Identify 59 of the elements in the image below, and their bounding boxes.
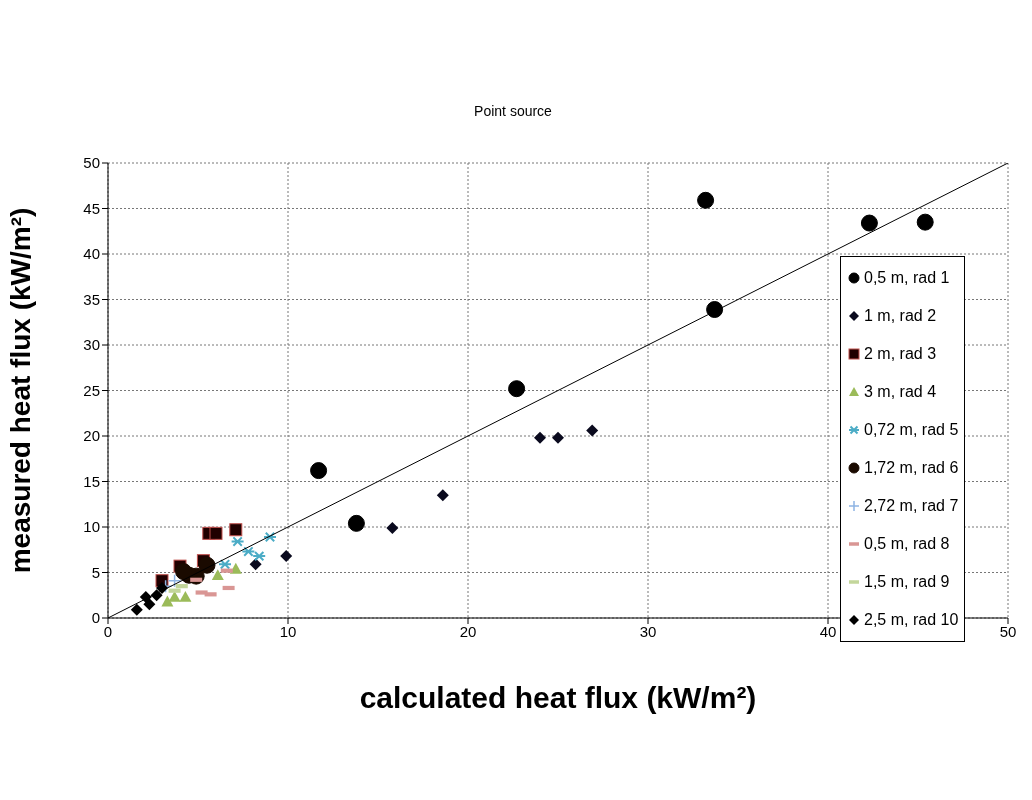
point bbox=[175, 563, 193, 581]
point bbox=[230, 536, 245, 547]
point bbox=[209, 526, 223, 540]
y-axis-title: measured heat flux (kW/m²) bbox=[4, 207, 36, 574]
point bbox=[249, 558, 262, 571]
point bbox=[347, 514, 365, 532]
point bbox=[697, 191, 715, 209]
y-tick-label: 15 bbox=[83, 472, 100, 490]
y-tick-label: 20 bbox=[83, 427, 100, 445]
x-tick-label: 40 bbox=[819, 622, 837, 640]
point bbox=[229, 523, 243, 537]
x-axis-title: calculated heat flux (kW/m²) bbox=[359, 681, 757, 714]
y-tick-label: 40 bbox=[83, 245, 100, 263]
point bbox=[436, 489, 449, 502]
y-tick-label: 30 bbox=[83, 336, 100, 354]
point bbox=[586, 424, 599, 437]
point bbox=[241, 546, 256, 557]
y-tick-label: 25 bbox=[83, 381, 100, 399]
point bbox=[167, 573, 182, 588]
point bbox=[534, 431, 546, 444]
legend-label: 1 m, rad 2 bbox=[864, 307, 937, 325]
point bbox=[706, 301, 724, 319]
point bbox=[218, 559, 232, 570]
point bbox=[552, 431, 564, 444]
legend-label: 1,5 m, rad 9 bbox=[864, 573, 950, 591]
x-tick-label: 50 bbox=[999, 622, 1017, 640]
point bbox=[168, 591, 181, 602]
point bbox=[252, 550, 267, 562]
point bbox=[280, 550, 293, 563]
point bbox=[179, 591, 192, 602]
chart-title: Point source bbox=[473, 103, 553, 119]
x-tick-label: 20 bbox=[459, 622, 477, 640]
x-tick-label: 10 bbox=[279, 622, 297, 640]
legend-label: 2,72 m, rad 7 bbox=[864, 497, 959, 515]
y-tick-label: 50 bbox=[83, 154, 100, 172]
point bbox=[130, 603, 143, 616]
legend-label: 0,72 m, rad 5 bbox=[864, 421, 959, 439]
legend-label: 1,72 m, rad 6 bbox=[864, 459, 959, 477]
point bbox=[161, 595, 174, 607]
y-tick-label: 45 bbox=[83, 199, 100, 217]
x-tick-label: 0 bbox=[103, 622, 113, 640]
point bbox=[211, 569, 224, 581]
point bbox=[916, 213, 934, 231]
legend-label: 0,5 m, rad 8 bbox=[864, 535, 950, 553]
point bbox=[508, 380, 526, 398]
legend-label: 3 m, rad 4 bbox=[864, 383, 937, 401]
point bbox=[263, 531, 277, 543]
legend-label: 2 m, rad 3 bbox=[864, 345, 937, 363]
x-tick-label: 30 bbox=[639, 622, 657, 640]
point bbox=[310, 462, 328, 480]
point bbox=[386, 521, 399, 534]
point bbox=[860, 214, 878, 232]
y-tick-label: 35 bbox=[83, 290, 100, 308]
legend-label: 2,5 m, rad 10 bbox=[864, 611, 959, 629]
y-tick-label: 5 bbox=[91, 563, 100, 581]
y-tick-label: 0 bbox=[91, 609, 100, 627]
point bbox=[229, 562, 242, 574]
y-tick-label: 10 bbox=[83, 518, 100, 536]
legend-label: 0,5 m, rad 1 bbox=[864, 269, 950, 287]
